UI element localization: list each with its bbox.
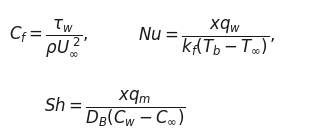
Text: $Nu = \dfrac{xq_{w}}{k_{f}(T_{b} - T_{\infty})},$: $Nu = \dfrac{xq_{w}}{k_{f}(T_{b} - T_{\i…	[138, 18, 275, 58]
Text: $C_{f} = \dfrac{\tau_{w}}{\rho U_{\infty}^{\;2}},$: $C_{f} = \dfrac{\tau_{w}}{\rho U_{\infty…	[9, 17, 89, 59]
Text: $Sh = \dfrac{xq_{m}}{D_{B}(C_{w} - C_{\infty})}$: $Sh = \dfrac{xq_{m}}{D_{B}(C_{w} - C_{\i…	[44, 89, 186, 129]
